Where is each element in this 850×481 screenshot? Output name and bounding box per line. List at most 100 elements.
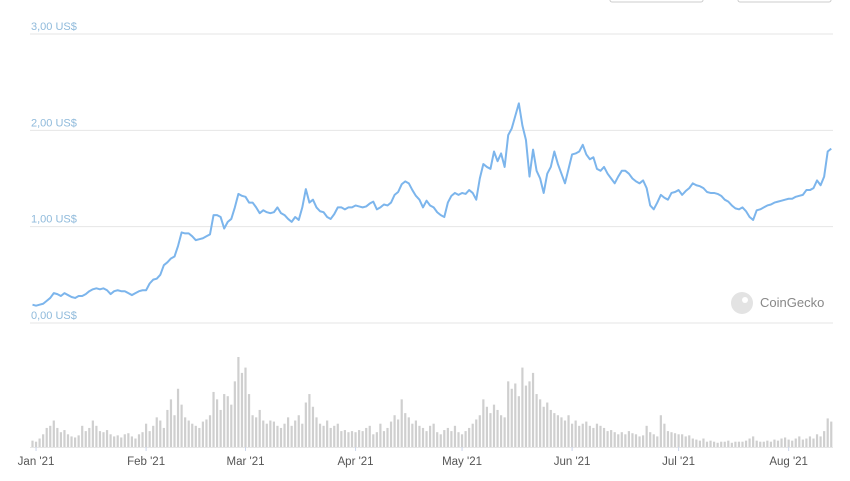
volume-bar — [755, 440, 758, 447]
volume-bar — [702, 438, 705, 447]
volume-bar — [489, 413, 492, 447]
volume-bar — [624, 434, 627, 447]
volume-bar — [350, 431, 354, 447]
volume-bar — [649, 432, 652, 447]
range-button[interactable] — [609, 0, 704, 3]
volume-bar — [361, 431, 364, 447]
volume-bar — [38, 438, 41, 447]
volume-bar — [588, 425, 591, 447]
volume-bar — [475, 419, 478, 447]
x-tick-label: Apr '21 — [338, 456, 374, 468]
volume-bar — [155, 417, 158, 447]
volume-bar — [258, 409, 261, 447]
volume-bar — [237, 357, 240, 447]
volume-bar — [602, 427, 606, 447]
volume-bar — [276, 425, 279, 447]
volume-bar — [642, 435, 645, 447]
volume-bar — [496, 409, 499, 447]
volume-bar — [787, 439, 790, 447]
volume-bar — [780, 438, 783, 447]
volume-bar — [617, 434, 620, 447]
volume-bar — [546, 402, 549, 447]
volume-bar — [656, 436, 659, 447]
volume-bar — [389, 421, 393, 447]
volume-bar — [471, 423, 474, 447]
volume-bar — [162, 427, 165, 447]
volume-bar — [727, 440, 730, 447]
volume-bar — [709, 440, 712, 447]
volume-bar — [791, 440, 794, 447]
volume-bar — [613, 432, 616, 447]
volume-bar — [659, 415, 662, 447]
volume-bar — [336, 423, 339, 447]
y-tick-label: 1,00 US$ — [31, 214, 77, 226]
volume-bar — [539, 399, 542, 447]
y-tick-label: 3,00 US$ — [31, 21, 77, 33]
volume-bar — [102, 432, 105, 447]
volume-bar — [194, 425, 197, 447]
volume-bar — [372, 434, 375, 447]
volume-bar — [283, 423, 286, 447]
volume-bar — [453, 425, 457, 447]
volume-bar — [49, 425, 52, 447]
volume-bar — [230, 404, 233, 447]
volume-bar — [145, 423, 148, 447]
volume-bar — [205, 419, 208, 447]
volume-bar — [563, 420, 567, 447]
volume-bar — [510, 388, 513, 447]
volume-bar — [137, 434, 141, 447]
volume-bar — [606, 431, 609, 447]
volume-bar — [265, 423, 268, 447]
volume-bar — [123, 434, 126, 447]
volume-bar — [365, 427, 368, 447]
volume-bar — [45, 427, 48, 447]
volume-bar — [375, 432, 378, 447]
volume-bar — [684, 436, 687, 447]
volume-bar — [88, 427, 91, 447]
volume-bar — [176, 388, 180, 447]
volume-bar — [652, 434, 655, 447]
volume-bar — [503, 417, 506, 447]
volume-bar — [70, 436, 73, 447]
volume-bar — [769, 441, 772, 447]
volume-bar — [599, 425, 602, 447]
volume-bar — [407, 417, 410, 447]
volume-bar — [166, 409, 169, 447]
volume-bar — [631, 433, 634, 447]
volume-bar — [272, 421, 275, 447]
volume-bar — [301, 423, 304, 447]
volume-bar — [524, 385, 528, 447]
volume-bar — [581, 423, 584, 447]
volume-bar — [673, 433, 677, 447]
volume-bar — [808, 436, 812, 447]
volume-bar — [748, 438, 751, 447]
volume-bar — [784, 437, 787, 447]
volume-bar — [514, 383, 517, 447]
x-tick-label: Mar '21 — [227, 456, 265, 468]
volume-bar — [52, 420, 55, 447]
volume-bar — [329, 427, 332, 447]
volume-bar — [436, 432, 439, 447]
volume-bar — [81, 425, 84, 447]
volume-bar — [322, 425, 325, 447]
volume-bar — [66, 434, 70, 447]
volume-bar — [766, 440, 769, 447]
volume-bar — [723, 441, 726, 447]
range-button[interactable] — [737, 0, 832, 3]
volume-bar — [347, 432, 350, 447]
volume-bar — [240, 372, 244, 447]
volume-bar — [216, 399, 219, 447]
volume-bar — [63, 430, 66, 447]
y-tick-label: 0,00 US$ — [31, 310, 77, 322]
volume-bar — [698, 440, 701, 447]
volume-bar — [585, 421, 588, 447]
volume-bar — [418, 425, 421, 447]
volume-bar — [457, 432, 460, 447]
volume-bar — [326, 420, 329, 447]
volume-bar — [287, 417, 290, 447]
volume-bar — [560, 417, 563, 447]
volume-bar — [805, 438, 808, 447]
volume-bar — [425, 431, 428, 447]
volume-bar — [468, 427, 471, 447]
